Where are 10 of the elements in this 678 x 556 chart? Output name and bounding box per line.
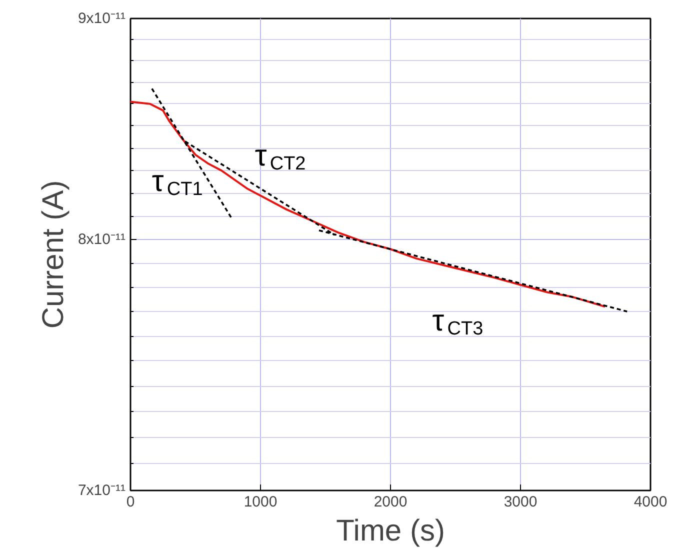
y-tick-label: 7x10⁻¹¹: [78, 482, 126, 499]
y-axis-title: Current (A): [36, 180, 70, 329]
y-tick-label: 8x10⁻¹¹: [78, 231, 126, 248]
x-tick-label: 2000: [374, 494, 408, 510]
x-tick-label: 0: [126, 494, 135, 510]
x-tick-label: 3000: [504, 494, 538, 510]
y-tick-label: 9x10⁻¹¹: [78, 10, 126, 27]
x-tick-label: 4000: [634, 494, 668, 510]
x-axis-title: Time (s): [336, 514, 445, 548]
x-tick-label: 1000: [244, 494, 278, 510]
